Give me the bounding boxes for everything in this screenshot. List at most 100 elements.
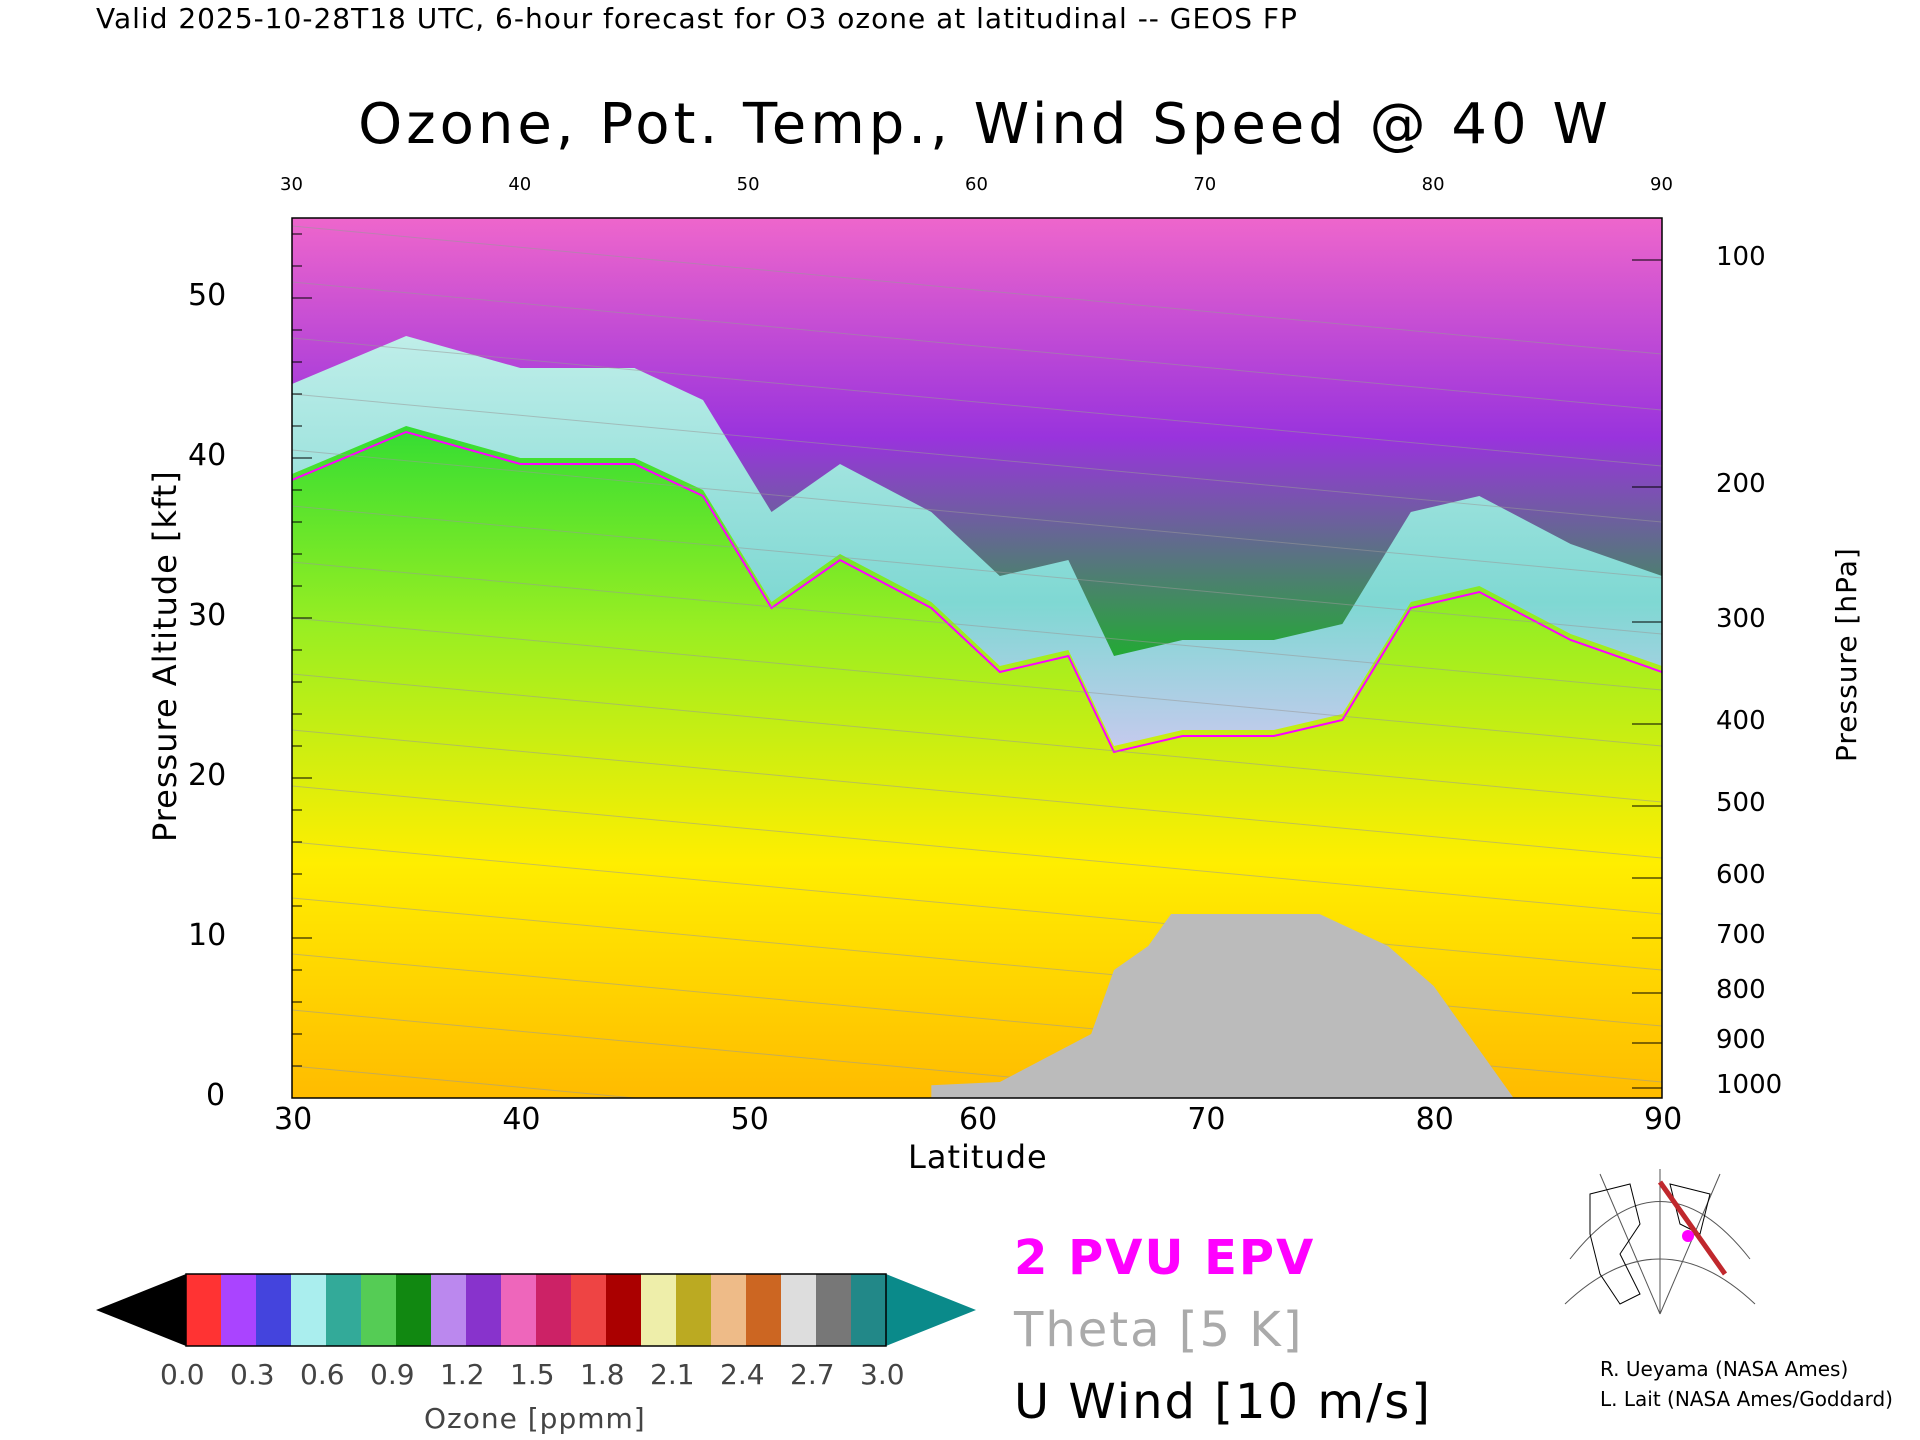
theta-contour-line (292, 897, 1662, 1027)
section-path-line (1657, 1180, 1728, 1276)
theta-contour-line (292, 617, 1662, 747)
y-axis-label-left: Pressure Altitude [kft] (146, 470, 184, 842)
y-left-tick-label: 0 (206, 1078, 226, 1113)
right-tick-marks (1632, 259, 1662, 1089)
x-top-tick-label: 90 (1650, 174, 1673, 195)
theta-contour-line (292, 281, 1662, 411)
chart-title: Ozone, Pot. Temp., Wind Speed @ 40 W (358, 92, 1612, 157)
y-right-tick-label: 300 (1716, 604, 1766, 634)
colorbar-cell (571, 1274, 607, 1346)
colorbar-label: Ozone [ppmm] (424, 1402, 646, 1435)
y-axis-label-right: Pressure [hPa] (1830, 547, 1863, 762)
colorbar-cell (711, 1274, 747, 1346)
x-tick-label: 90 (1644, 1102, 1683, 1137)
y-right-tick-label: 700 (1716, 920, 1766, 950)
x-tick-label: 40 (502, 1102, 541, 1137)
x-top-tick-label: 40 (508, 174, 532, 195)
theta-contour-line (292, 729, 1662, 859)
y-left-tick-label: 30 (188, 598, 227, 633)
colorbar-tick-label: 0.0 (160, 1358, 205, 1391)
legend-theta: Theta [5 K] (1014, 1302, 1304, 1358)
colorbar-tick-label: 2.1 (650, 1358, 695, 1391)
colorbar-cell (536, 1274, 572, 1346)
colorbar-cell (641, 1274, 677, 1346)
credit-line-2: L. Lait (NASA Ames/Goddard) (1600, 1387, 1893, 1411)
y-right-tick-label: 900 (1716, 1025, 1766, 1055)
y-left-tick-label: 10 (188, 918, 227, 953)
colorbar-tick-label: 3.0 (860, 1358, 905, 1391)
colorbar-low-arrow (96, 1274, 186, 1346)
plot-frame (291, 217, 1663, 1099)
y-right-tick-label: 200 (1716, 469, 1766, 499)
legend-epv: 2 PVU EPV (1014, 1230, 1316, 1286)
location-map-inset (1564, 1169, 1756, 1315)
colorbar-cell (186, 1274, 222, 1346)
y-right-tick-label: 600 (1716, 860, 1766, 890)
epv-2pvu-contour (292, 430, 1662, 754)
theta-contour-line (292, 561, 1662, 691)
colorbar-tick-label: 0.9 (370, 1358, 415, 1391)
x-tick-label: 80 (1415, 1102, 1454, 1137)
colorbar-cell (781, 1274, 817, 1346)
x-axis-label: Latitude (908, 1138, 1048, 1176)
y-left-tick-label: 40 (188, 438, 227, 473)
theta-contour-line (292, 225, 1662, 355)
theta-contour-line (292, 393, 1662, 523)
theta-contour-line (292, 1065, 640, 1098)
theta-contours (292, 225, 1662, 1098)
colorbar-tick-label: 0.6 (300, 1358, 345, 1391)
colorbar-cell (256, 1274, 292, 1346)
y-left-tick-label: 20 (188, 758, 227, 793)
theta-contour-line (292, 449, 1662, 579)
terrain-mask (931, 914, 1514, 1098)
colorbar-cell (676, 1274, 712, 1346)
theta-contour-line (292, 505, 1662, 635)
x-tick-label: 60 (959, 1102, 998, 1137)
x-tick-label: 50 (730, 1102, 769, 1137)
x-tick-label: 30 (274, 1102, 313, 1137)
colorbar-cell (606, 1274, 642, 1346)
valid-time-header: Valid 2025-10-28T18 UTC, 6-hour forecast… (96, 2, 1298, 35)
colorbar-cell (326, 1274, 362, 1346)
colorbar-cell (501, 1274, 537, 1346)
legend-uwind: U Wind [10 m/s] (1014, 1374, 1433, 1430)
y-right-tick-label: 500 (1716, 788, 1766, 818)
theta-contour-line (292, 785, 1662, 915)
colorbar-cell (851, 1274, 887, 1346)
y-left-tick-label: 50 (188, 278, 227, 313)
left-tick-marks (292, 233, 312, 1099)
colorbar-tick-label: 2.7 (790, 1358, 835, 1391)
y-right-tick-label: 100 (1716, 242, 1766, 272)
x-tick-label: 70 (1187, 1102, 1226, 1137)
credits: R. Ueyama (NASA Ames) L. Lait (NASA Ames… (1600, 1354, 1893, 1414)
theta-contour-line (292, 841, 1662, 971)
colorbar-cell (291, 1274, 327, 1346)
colorbar-cell (396, 1274, 432, 1346)
colorbar-high-arrow (886, 1274, 976, 1346)
theta-contour-line (292, 337, 1662, 467)
colorbar-cell (816, 1274, 852, 1346)
location-marker (1682, 1230, 1694, 1242)
colorbar-tick-label: 1.8 (580, 1358, 625, 1391)
colorbar-tick-label: 1.2 (440, 1358, 485, 1391)
x-top-tick-label: 60 (965, 174, 988, 195)
x-top-tick-label: 70 (1193, 174, 1217, 195)
colorbar-cells (186, 1274, 887, 1346)
theta-contour-line (292, 673, 1662, 803)
x-top-tick-label: 80 (1421, 174, 1445, 195)
colorbar-tick-label: 1.5 (510, 1358, 555, 1391)
colorbar-cell (466, 1274, 502, 1346)
y-right-tick-label: 400 (1716, 706, 1766, 736)
theta-contour-line (292, 1009, 1240, 1098)
colorbar-tick-label: 2.4 (720, 1358, 765, 1391)
colorbar-cell (431, 1274, 467, 1346)
x-top-tick-label: 30 (280, 174, 303, 195)
x-top-tick-label: 50 (736, 174, 760, 195)
colorbar-cell (221, 1274, 257, 1346)
colorbar-cell (361, 1274, 397, 1346)
colorbar-tick-label: 0.3 (230, 1358, 275, 1391)
credit-line-1: R. Ueyama (NASA Ames) (1600, 1357, 1849, 1381)
ozone-colorbar (96, 1273, 976, 1347)
map-coastlines (1589, 1183, 1711, 1305)
